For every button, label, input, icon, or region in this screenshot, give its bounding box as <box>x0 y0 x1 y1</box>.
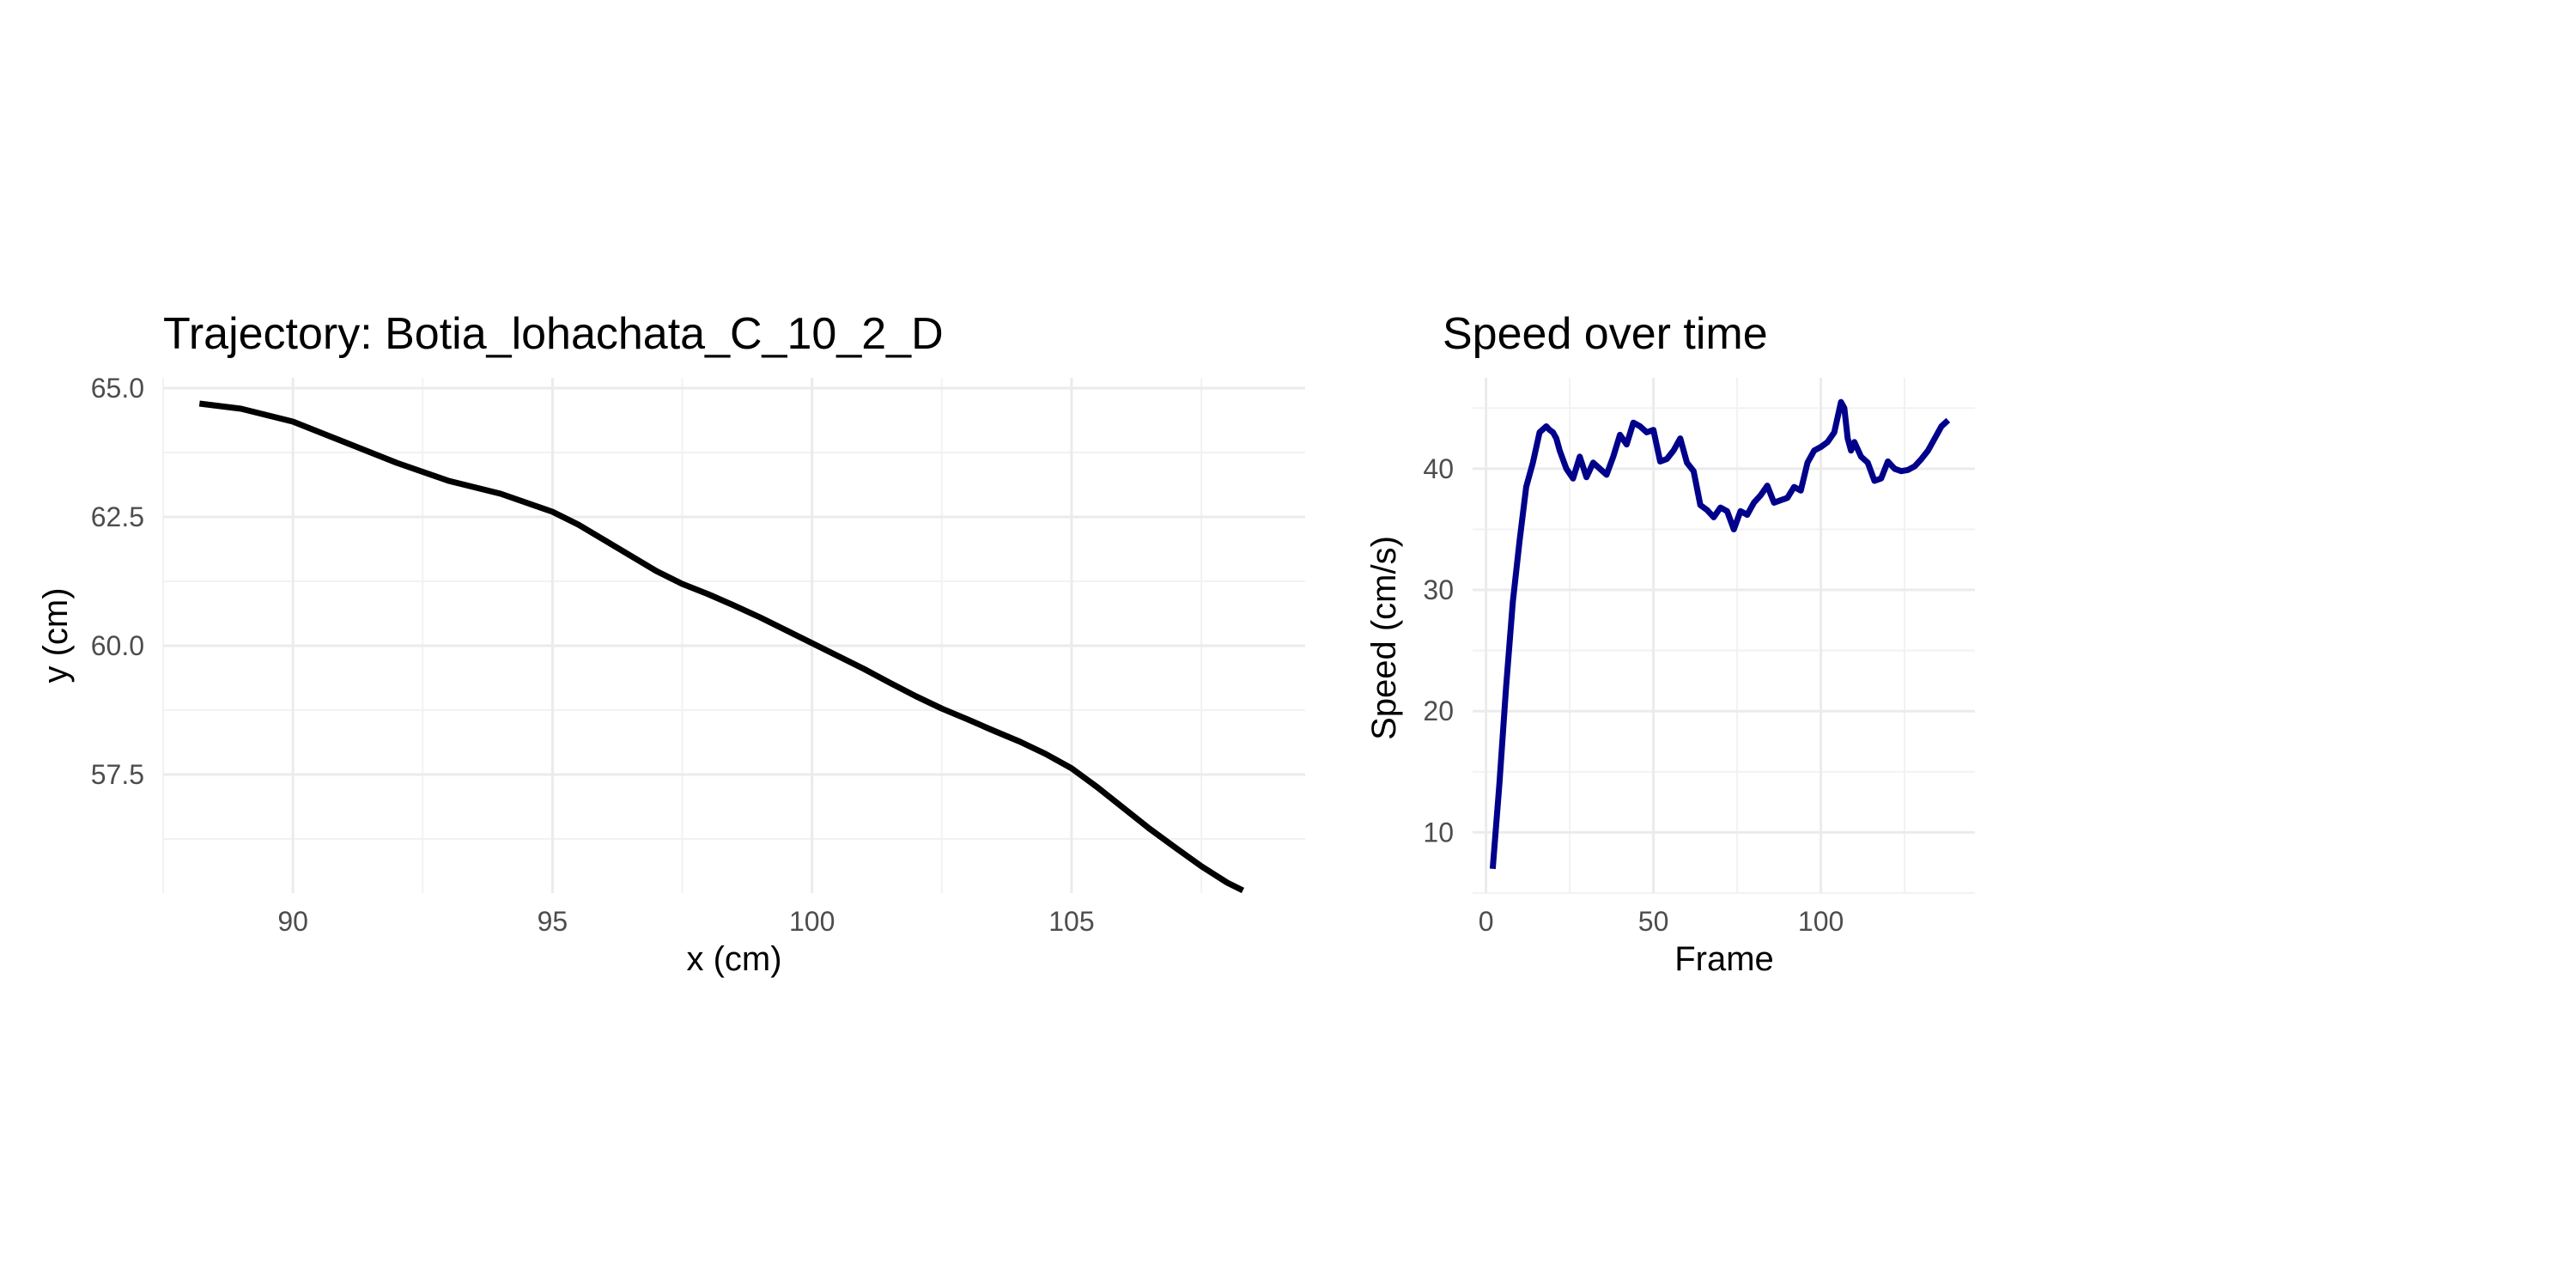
trajectory-x-tick-labels: 90 95 100 105 <box>277 906 1094 937</box>
speed-gridlines <box>1473 378 1975 894</box>
trajectory-y-tick-label: 57.5 <box>91 759 144 790</box>
trajectory-y-axis-title: y (cm) <box>37 587 75 683</box>
speed-title: Speed over time <box>1443 309 1768 359</box>
speed-y-tick-label: 40 <box>1423 453 1454 484</box>
speed-y-tick-label: 30 <box>1423 574 1454 605</box>
trajectory-gridlines <box>162 378 1305 893</box>
speed-y-tick-labels: 10 20 30 40 <box>1423 453 1454 848</box>
trajectory-y-tick-label: 60.0 <box>91 630 144 661</box>
trajectory-line <box>198 400 1245 894</box>
trajectory-y-tick-labels: 57.5 60.0 62.5 65.0 <box>91 373 144 790</box>
trajectory-x-tick-label: 105 <box>1048 906 1094 937</box>
speed-x-tick-label: 100 <box>1798 906 1844 937</box>
speed-x-tick-label: 50 <box>1638 906 1669 937</box>
speed-panel: Speed over time 10 20 30 40 0 50 100 Frame Sp… <box>1365 309 1975 978</box>
trajectory-x-tick-label: 100 <box>789 906 835 937</box>
speed-y-tick-label: 10 <box>1423 817 1454 848</box>
trajectory-y-tick-label: 62.5 <box>91 501 144 532</box>
speed-line <box>1489 398 1951 870</box>
trajectory-panel: Trajectory: Botia_lohachata_C_10_2_D 57.… <box>37 309 1305 978</box>
trajectory-y-tick-label: 65.0 <box>91 373 144 404</box>
trajectory-x-tick-label: 95 <box>538 906 568 937</box>
speed-x-axis-title: Frame <box>1674 940 1774 978</box>
speed-x-tick-labels: 0 50 100 <box>1479 906 1844 937</box>
speed-y-axis-title: Speed (cm/s) <box>1365 536 1403 740</box>
trajectory-title: Trajectory: Botia_lohachata_C_10_2_D <box>163 309 944 359</box>
trajectory-x-axis-title: x (cm) <box>686 940 781 978</box>
trajectory-x-tick-label: 90 <box>277 906 308 937</box>
speed-y-tick-label: 20 <box>1423 696 1454 726</box>
speed-x-tick-label: 0 <box>1479 906 1494 937</box>
